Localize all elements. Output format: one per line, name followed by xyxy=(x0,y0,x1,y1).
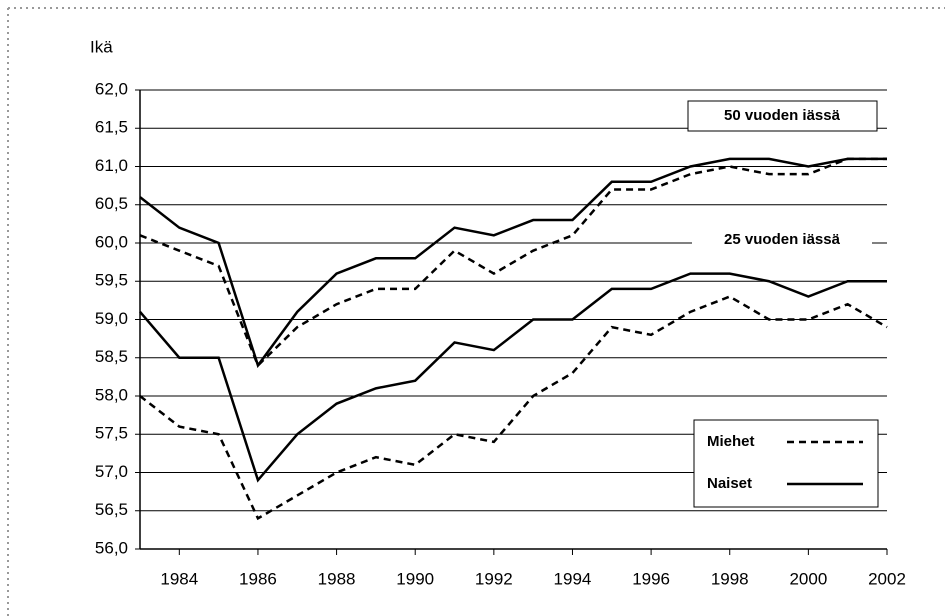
annotation: 25 vuoden iässä xyxy=(724,231,841,248)
y-tick-label: 57,5 xyxy=(95,424,128,443)
x-tick-label: 1996 xyxy=(632,569,670,588)
annotation: 50 vuoden iässä xyxy=(724,107,841,124)
y-tick-label: 60,0 xyxy=(95,232,128,251)
x-tick-label: 2000 xyxy=(789,569,827,588)
y-tick-label: 58,0 xyxy=(95,385,128,404)
y-tick-label: 61,0 xyxy=(95,156,128,175)
y-tick-label: 59,0 xyxy=(95,309,128,328)
legend-label: Naiset xyxy=(707,475,752,492)
y-tick-label: 59,5 xyxy=(95,271,128,290)
x-tick-label: 1998 xyxy=(711,569,749,588)
series-line xyxy=(139,157,887,369)
x-tick-label: 1986 xyxy=(239,569,277,588)
x-tick-label: 1994 xyxy=(554,569,592,588)
x-tick-label: 1988 xyxy=(318,569,356,588)
y-tick-label: 56,5 xyxy=(95,500,128,519)
annotation-bg xyxy=(692,226,872,254)
y-tick-label: 56,0 xyxy=(95,538,128,557)
y-tick-label: 60,5 xyxy=(95,194,128,213)
frame xyxy=(7,7,945,616)
legend-box xyxy=(693,419,879,508)
y-axis-title: Ikä xyxy=(90,37,113,56)
y-tick-label: 62,0 xyxy=(95,79,128,98)
y-tick-label: 58,5 xyxy=(95,347,128,366)
y-tick-label: 61,5 xyxy=(95,118,128,137)
x-tick-label: 2002 xyxy=(868,569,906,588)
legend-label: Miehet xyxy=(707,433,755,450)
x-tick-label: 1990 xyxy=(396,569,434,588)
series-line xyxy=(139,272,887,483)
series-line xyxy=(139,157,887,368)
x-tick-label: 1992 xyxy=(475,569,513,588)
annotation-box xyxy=(687,100,878,132)
y-tick-label: 57,0 xyxy=(95,462,128,481)
x-tick-label: 1984 xyxy=(160,569,198,588)
